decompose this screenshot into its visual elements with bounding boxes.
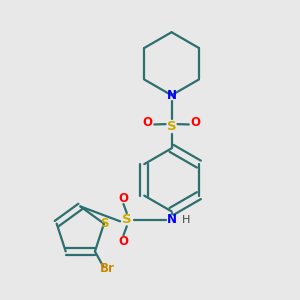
Text: O: O [190,116,200,129]
Text: N: N [167,213,177,226]
Text: O: O [118,192,128,205]
Text: O: O [143,116,153,129]
Text: S: S [100,217,108,230]
Text: H: H [182,215,191,225]
Text: O: O [118,235,128,248]
Text: S: S [122,213,132,226]
Text: S: S [167,120,176,133]
Text: Br: Br [100,262,115,275]
Text: N: N [167,89,177,102]
